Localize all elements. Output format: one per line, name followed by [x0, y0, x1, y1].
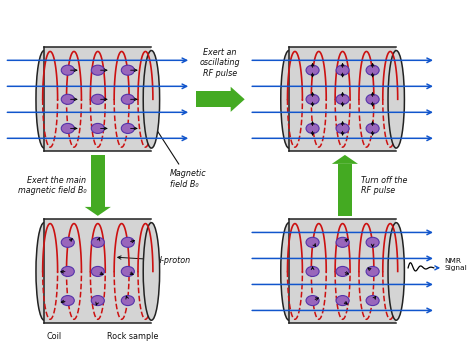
- Text: Exert an
oscillating
RF pulse: Exert an oscillating RF pulse: [200, 48, 240, 78]
- Ellipse shape: [388, 50, 404, 148]
- Ellipse shape: [143, 222, 160, 320]
- Circle shape: [91, 266, 104, 276]
- Circle shape: [61, 123, 74, 134]
- Circle shape: [61, 237, 74, 247]
- Circle shape: [91, 94, 104, 104]
- Circle shape: [306, 123, 319, 134]
- FancyArrow shape: [332, 155, 358, 164]
- Ellipse shape: [36, 222, 53, 320]
- Circle shape: [61, 65, 74, 75]
- Circle shape: [366, 123, 379, 134]
- Circle shape: [336, 237, 349, 247]
- Circle shape: [366, 237, 379, 247]
- Circle shape: [91, 123, 104, 134]
- Circle shape: [306, 94, 319, 104]
- Ellipse shape: [281, 50, 297, 148]
- Circle shape: [366, 296, 379, 306]
- Circle shape: [306, 266, 319, 276]
- Circle shape: [336, 296, 349, 306]
- Circle shape: [306, 65, 319, 75]
- Bar: [338, 164, 352, 216]
- Ellipse shape: [36, 50, 53, 148]
- FancyArrow shape: [231, 87, 245, 112]
- Bar: [196, 91, 231, 107]
- Circle shape: [121, 266, 134, 276]
- Text: NMR
Signal: NMR Signal: [445, 258, 467, 271]
- Circle shape: [336, 94, 349, 104]
- Bar: [289, 47, 396, 151]
- Circle shape: [61, 94, 74, 104]
- Circle shape: [121, 296, 134, 306]
- Circle shape: [121, 237, 134, 247]
- Ellipse shape: [143, 50, 160, 148]
- Text: Turn off the
RF pulse: Turn off the RF pulse: [361, 176, 408, 195]
- Text: Rock sample: Rock sample: [107, 332, 158, 341]
- Circle shape: [366, 65, 379, 75]
- Circle shape: [336, 266, 349, 276]
- Circle shape: [121, 123, 134, 134]
- Circle shape: [61, 266, 74, 276]
- Circle shape: [91, 237, 104, 247]
- Ellipse shape: [388, 222, 404, 320]
- Circle shape: [306, 296, 319, 306]
- Bar: [44, 220, 151, 323]
- Circle shape: [366, 94, 379, 104]
- Bar: [289, 220, 396, 323]
- Text: Magnetic
field B₀: Magnetic field B₀: [155, 128, 207, 189]
- Circle shape: [91, 65, 104, 75]
- Bar: [44, 47, 151, 151]
- Bar: [91, 155, 105, 207]
- Text: Exert the main
magnetic field B₀: Exert the main magnetic field B₀: [18, 176, 86, 195]
- Circle shape: [91, 296, 104, 306]
- Circle shape: [336, 65, 349, 75]
- Circle shape: [366, 266, 379, 276]
- Text: H-proton: H-proton: [118, 256, 191, 265]
- FancyArrow shape: [85, 207, 111, 216]
- Text: Coil: Coil: [46, 332, 62, 341]
- Circle shape: [306, 237, 319, 247]
- Circle shape: [61, 296, 74, 306]
- Ellipse shape: [281, 222, 297, 320]
- Circle shape: [336, 123, 349, 134]
- Circle shape: [121, 65, 134, 75]
- Circle shape: [121, 94, 134, 104]
